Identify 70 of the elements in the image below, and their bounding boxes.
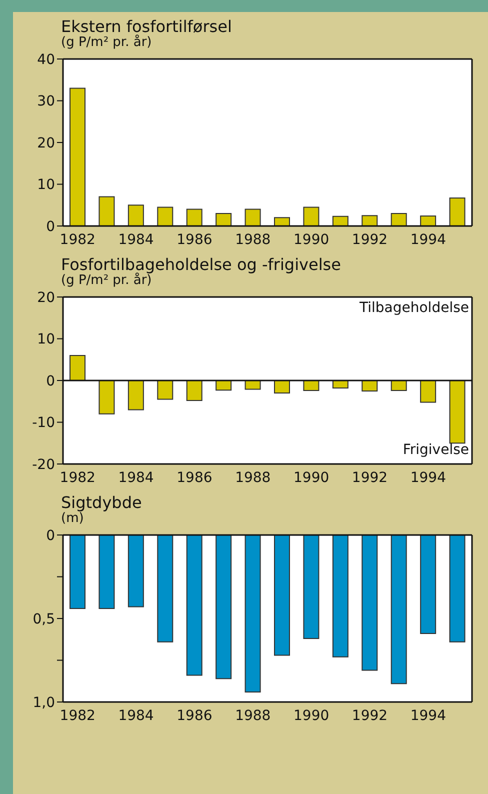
bar — [449, 198, 466, 226]
bar — [420, 215, 436, 226]
x-tick-label: 1984 — [118, 470, 154, 486]
y-axis-title: (g P/m² pr. år) — [61, 35, 153, 50]
bar — [128, 535, 144, 608]
bar — [157, 535, 174, 642]
bar — [303, 206, 320, 226]
y-tick-label: 30 — [37, 94, 55, 110]
y-tick-label: 20 — [37, 290, 55, 306]
bar — [98, 196, 115, 226]
bar — [390, 535, 407, 684]
y-tick-label: 0 — [46, 528, 55, 544]
x-tick-label: 1986 — [176, 470, 212, 486]
x-tick-label: 1988 — [235, 232, 271, 248]
bar — [128, 204, 144, 226]
x-tick-label: 1994 — [410, 470, 446, 486]
bar — [98, 535, 115, 609]
x-tick-label: 1992 — [352, 470, 388, 486]
bar — [362, 535, 378, 671]
bar — [274, 217, 290, 226]
y-tick-label: 0 — [46, 373, 55, 390]
y-tick-label: 10 — [37, 177, 55, 194]
x-tick-label: 1986 — [176, 232, 212, 248]
y-tick-label: 20 — [37, 135, 55, 152]
x-tick-label: 1990 — [294, 470, 330, 486]
bar — [244, 208, 261, 226]
y-tick-label: 0,5 — [32, 611, 55, 628]
bar — [303, 535, 320, 640]
bar — [186, 535, 202, 676]
bar — [70, 88, 86, 226]
x-tick-label: 1982 — [60, 232, 96, 248]
x-tick-label: 1982 — [60, 470, 96, 486]
bar — [332, 216, 348, 226]
bar — [449, 535, 466, 642]
bar — [362, 215, 378, 226]
x-tick-label: 1994 — [410, 708, 446, 724]
x-tick-label: 1988 — [235, 708, 271, 724]
x-tick-label: 1982 — [60, 708, 96, 724]
annotation: Frigivelse — [402, 442, 469, 458]
bar — [332, 535, 348, 658]
x-tick-label: 1984 — [118, 232, 154, 248]
y-axis-title: (g P/m² pr. år) — [61, 273, 152, 288]
chart-title: Fosfortilbageholdelse og -frigivelse — [61, 255, 342, 274]
annotation: Tilbageholdelse — [360, 300, 469, 316]
x-tick-label: 1986 — [176, 708, 212, 724]
bar — [274, 535, 290, 656]
x-tick-label: 1990 — [294, 708, 330, 724]
bar — [70, 535, 86, 609]
y-tick-label: 0 — [46, 218, 55, 235]
y-tick-label: 10 — [37, 332, 55, 348]
x-tick-label: 1994 — [410, 232, 446, 248]
chart-title: Ekstern fosfortilførsel — [61, 17, 233, 36]
y-tick-label: 1,0 — [32, 694, 55, 711]
bar — [216, 212, 232, 226]
x-tick-label: 1984 — [118, 708, 154, 724]
y-tick-label: -20 — [32, 456, 55, 473]
bar — [390, 212, 407, 226]
bar — [186, 208, 202, 226]
y-tick-label: -10 — [32, 415, 55, 432]
x-tick-label: 1992 — [352, 708, 388, 724]
chart-title: Sigtdybde — [61, 493, 143, 512]
bar — [157, 206, 174, 226]
x-tick-label: 1988 — [235, 470, 271, 486]
x-tick-label: 1990 — [294, 232, 330, 248]
bar — [420, 535, 436, 634]
bar — [244, 535, 261, 692]
x-tick-label: 1992 — [352, 232, 388, 248]
y-tick-label: 40 — [37, 52, 55, 68]
y-axis-title: (m) — [61, 511, 84, 526]
bar — [216, 535, 232, 680]
